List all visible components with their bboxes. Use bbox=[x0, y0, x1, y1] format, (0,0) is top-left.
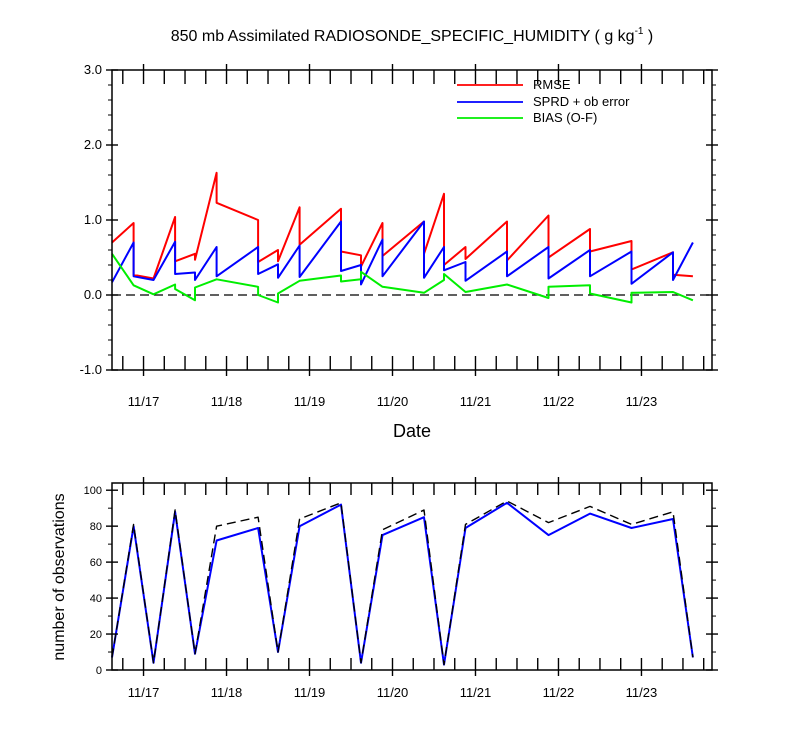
x-tick-label: 11/20 bbox=[377, 394, 409, 409]
y-tick-label: 100 bbox=[84, 485, 102, 497]
y-tick-label: 0.0 bbox=[84, 287, 102, 302]
x-tick-label: 11/22 bbox=[543, 685, 575, 700]
top-panel: -1.0 0.0 1.0 2.0 3.0 11/17 11/18 11/19 11/20 11/2… bbox=[80, 62, 718, 441]
bottom-plot-frame bbox=[111, 482, 713, 671]
x-tick-label: 11/21 bbox=[460, 685, 492, 700]
x-tick-label: 11/19 bbox=[294, 394, 326, 409]
chart-title-exponent: -1 bbox=[635, 26, 644, 37]
x-tick-label: 11/22 bbox=[543, 394, 575, 409]
y-tick-label: 20 bbox=[90, 629, 102, 641]
top-axis-ticks: -1.0 0.0 1.0 2.0 3.0 11/17 11/18 11/19 11/20 11/2… bbox=[80, 62, 718, 409]
x-tick-label: 11/19 bbox=[294, 685, 326, 700]
y-tick-label: 2.0 bbox=[84, 137, 102, 152]
x-tick-label: 11/21 bbox=[460, 394, 492, 409]
top-plot-area bbox=[111, 171, 712, 304]
y-tick-label: 0 bbox=[96, 665, 102, 677]
bottom-panel: 0 20 40 60 80 100 11/17 11/18 11/19 11/20 11/21 11/… bbox=[51, 477, 718, 700]
y-tick-label: 40 bbox=[90, 593, 102, 605]
legend: RMSE SPRD + ob error BIAS (O-F) bbox=[457, 77, 630, 125]
chart-title-main: 850 mb Assimilated RADIOSONDE_SPECIFIC_H… bbox=[171, 28, 635, 45]
legend-label-bias: BIAS (O-F) bbox=[533, 110, 597, 125]
bottom-axis-ticks: 0 20 40 60 80 100 11/17 11/18 11/19 11/20 11/21 11/… bbox=[84, 477, 718, 700]
x-tick-label: 11/18 bbox=[211, 394, 243, 409]
x-tick-label: 11/18 bbox=[211, 685, 243, 700]
y-tick-label: -1.0 bbox=[80, 362, 102, 377]
series-line-1-0 bbox=[111, 501, 694, 666]
x-axis-title: Date bbox=[393, 421, 431, 441]
y-tick-label: 60 bbox=[90, 557, 102, 569]
y-tick-label: 80 bbox=[90, 521, 102, 533]
x-tick-label: 11/20 bbox=[377, 685, 409, 700]
bottom-plot-area bbox=[111, 500, 694, 666]
top-plot-frame bbox=[111, 69, 713, 371]
chart-title: 850 mb Assimilated RADIOSONDE_SPECIFIC_H… bbox=[171, 26, 654, 45]
x-tick-label: 11/17 bbox=[128, 685, 160, 700]
series-line-1-1 bbox=[111, 500, 694, 666]
x-tick-label: 11/23 bbox=[626, 394, 658, 409]
y-tick-label: 3.0 bbox=[84, 62, 102, 77]
chart-title-close: ) bbox=[643, 28, 653, 45]
y-tick-label: 1.0 bbox=[84, 212, 102, 227]
x-tick-label: 11/17 bbox=[128, 394, 160, 409]
y-axis-title-observations: number of observations bbox=[51, 493, 68, 660]
legend-label-rmse: RMSE bbox=[533, 77, 571, 92]
legend-label-sprd: SPRD + ob error bbox=[533, 94, 630, 109]
series-line-0-1 bbox=[111, 220, 694, 286]
series-line-0-0 bbox=[111, 171, 693, 280]
x-tick-label: 11/23 bbox=[626, 685, 658, 700]
series-line-0-2 bbox=[111, 253, 694, 304]
